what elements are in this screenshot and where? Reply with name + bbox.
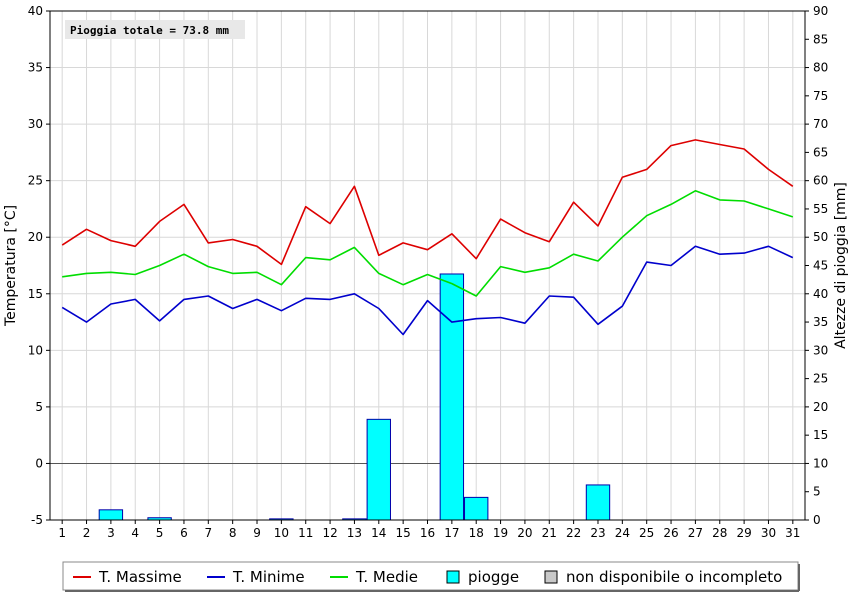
- x-tick-label: 29: [736, 526, 751, 540]
- legend-label-non-disponibile-o-incompleto: non disponibile o incompleto: [566, 568, 782, 586]
- x-tick-label: 12: [322, 526, 337, 540]
- right-axis-ticks: 0 5 10 15 20 25 30 35 40 45 50 55 60 65 70 75 80 85 90: [805, 4, 828, 527]
- x-tick-label: 21: [542, 526, 557, 540]
- right-tick-label: 50: [813, 230, 828, 244]
- legend-swatch-non-disponibile-o-incompleto: [544, 570, 558, 584]
- x-tick-label: 25: [639, 526, 654, 540]
- right-tick-label: 60: [813, 174, 828, 188]
- right-axis-title: Altezze di pioggia [mm]: [833, 182, 849, 349]
- x-tick-label: 24: [615, 526, 630, 540]
- legend-frame: [62, 561, 799, 591]
- x-tick-label: 3: [107, 526, 115, 540]
- series-line-t-medie: [62, 190, 794, 297]
- series-line-t-minime: [61, 245, 794, 336]
- x-tick-label: 18: [469, 526, 484, 540]
- x-tick-label: 20: [517, 526, 532, 540]
- right-tick-label: 25: [813, 372, 828, 386]
- x-tick-label: 26: [663, 526, 678, 540]
- legend-swatch-piogge: [446, 570, 460, 584]
- right-tick-label: 30: [813, 343, 828, 357]
- x-tick-label: 23: [590, 526, 605, 540]
- left-tick-label: 5: [35, 400, 43, 414]
- rain-bar-day-17: [439, 273, 465, 521]
- x-tick-label: 10: [274, 526, 289, 540]
- x-tick-label: 16: [420, 526, 435, 540]
- rain-total-box: Pioggia totale = 73.8 mm: [65, 20, 245, 39]
- x-tick-label: 28: [712, 526, 727, 540]
- left-tick-label: 25: [28, 174, 43, 188]
- left-tick-label: 35: [28, 61, 43, 75]
- right-tick-label: 35: [813, 315, 828, 329]
- legend-label-t-medie: T. Medie: [355, 568, 418, 586]
- right-tick-label: 45: [813, 259, 828, 273]
- rain-total-label: Pioggia totale = 73.8 mm: [70, 24, 229, 37]
- x-tick-label: 27: [688, 526, 703, 540]
- x-tick-label: 14: [371, 526, 386, 540]
- rain-bar-day-18: [464, 496, 489, 521]
- x-tick-label: 7: [204, 526, 212, 540]
- x-tick-label: 31: [785, 526, 800, 540]
- x-tick-label: 19: [493, 526, 508, 540]
- rain-bar-day-3: [98, 509, 124, 521]
- right-tick-label: 70: [813, 117, 828, 131]
- rain-bar-day-23: [585, 484, 611, 521]
- left-axis-title: Temperatura [°C]: [3, 205, 19, 327]
- x-tick-label: 13: [347, 526, 362, 540]
- right-tick-label: 40: [813, 287, 828, 301]
- x-tick-label: 4: [131, 526, 139, 540]
- right-tick-label: 85: [813, 32, 828, 46]
- left-tick-label: -5: [31, 513, 43, 527]
- right-tick-label: 90: [813, 4, 828, 18]
- x-tick-label: 17: [444, 526, 459, 540]
- right-tick-label: 80: [813, 61, 828, 75]
- x-tick-label: 11: [298, 526, 313, 540]
- x-tick-label: 1: [58, 526, 66, 540]
- left-tick-label: 15: [28, 287, 43, 301]
- right-tick-label: 75: [813, 89, 828, 103]
- x-tick-label: 22: [566, 526, 581, 540]
- legend-label-t-minime: T. Minime: [232, 568, 305, 586]
- left-tick-label: 0: [35, 456, 43, 470]
- right-tick-label: 55: [813, 202, 828, 216]
- rain-bars: [98, 273, 611, 521]
- right-tick-label: 5: [813, 485, 821, 499]
- series-line-t-massime: [61, 139, 794, 266]
- left-tick-label: 20: [28, 230, 43, 244]
- x-tick-label: 5: [156, 526, 164, 540]
- rain-bar-day-14: [366, 418, 391, 521]
- left-tick-label: 40: [28, 4, 43, 18]
- right-tick-label: 20: [813, 400, 828, 414]
- right-tick-label: 65: [813, 145, 828, 159]
- x-axis-ticks: 1 2 3 4 5 6 7 8 9 10 11 12 13 14 15 16 17 18 19 20 21 22 23 24 2…: [58, 520, 800, 540]
- x-tick-label: 9: [253, 526, 261, 540]
- x-tick-label: 8: [229, 526, 237, 540]
- left-axis-ticks: -5 0 5 10 15 20 25 30 35 40: [28, 4, 50, 527]
- right-tick-label: 15: [813, 428, 828, 442]
- temperature-lines: [61, 139, 794, 336]
- grid: [50, 10, 805, 521]
- x-tick-label: 2: [83, 526, 91, 540]
- legend-label-t-massime: T. Massime: [98, 568, 182, 586]
- x-tick-label: 30: [761, 526, 776, 540]
- right-tick-label: 0: [813, 513, 821, 527]
- left-tick-label: 10: [28, 343, 43, 357]
- legend-label-piogge: piogge: [468, 568, 519, 586]
- legend: T. Massime T. Minime T. Medie piogge non dis…: [62, 561, 800, 592]
- right-tick-label: 10: [813, 456, 828, 470]
- x-tick-label: 6: [180, 526, 188, 540]
- x-tick-label: 15: [396, 526, 411, 540]
- left-tick-label: 30: [28, 117, 43, 131]
